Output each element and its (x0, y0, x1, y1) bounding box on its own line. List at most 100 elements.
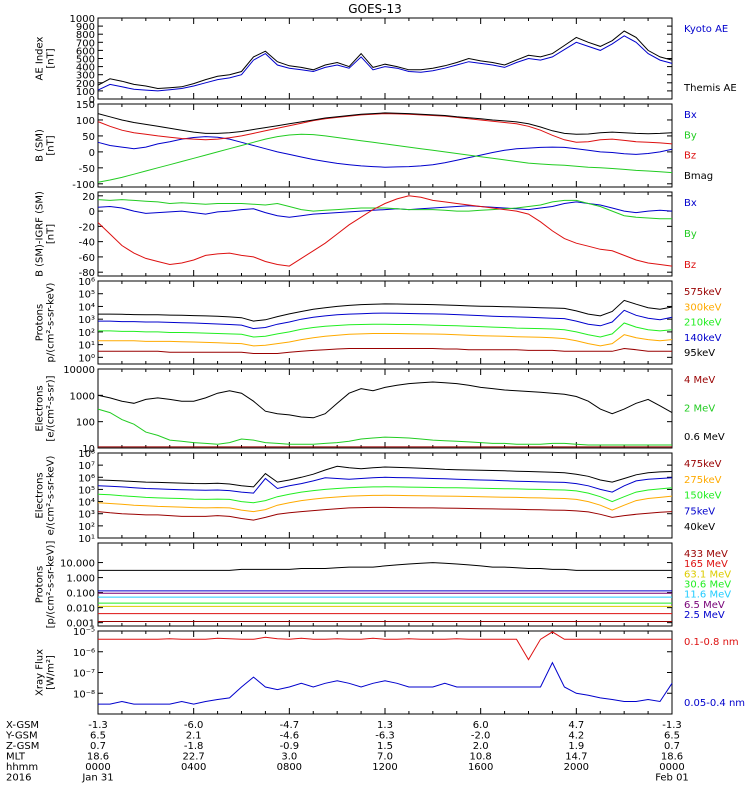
table-row-label: Z-GSM (6, 741, 39, 752)
panel-3: -80 -60 -40 -20 0 20 B (SM)-IGRF (SM)[nT] Bx By B… (35, 191, 697, 279)
table-cell: 0000 (85, 762, 110, 773)
panel-2: -100 -50 0 50 100 150 B (SM)[nT] Bx By Bz Bmag (35, 100, 714, 191)
y-tick-label: -50 (79, 164, 95, 175)
y-tick-label: 10⁰ (78, 353, 95, 364)
panel-frame (97, 191, 673, 277)
y-tick-label: 10² (78, 328, 95, 339)
legend-475kev: 475keV (684, 459, 722, 470)
series-line-by (97, 133, 673, 183)
panel-frame (97, 103, 673, 188)
table-row-label: Y-GSM (5, 731, 38, 742)
y-tick-label: 10000 (63, 365, 95, 376)
table-cell: 1600 (468, 762, 493, 773)
table-cell: 7.0 (377, 752, 393, 763)
table-cell: -0.9 (280, 741, 300, 752)
series-line-75kev (97, 476, 673, 494)
legend-210kev: 210keV (684, 318, 722, 329)
y-tick-label: 10⁵ (78, 485, 95, 496)
table-row-label: X-GSM (6, 720, 39, 731)
legend-bz: Bz (684, 260, 696, 271)
y-tick-label: 150 (76, 100, 95, 111)
table-cell: 18.6 (661, 752, 683, 763)
y-tick-label: 200 (76, 79, 95, 90)
legend-433-mev: 433 MeV (684, 549, 728, 560)
y-tick-label: 20 (82, 192, 95, 203)
y-tick-label: 10⁸ (78, 449, 95, 460)
table-cell: -1.3 (662, 720, 682, 731)
legend-bmag: Bmag (684, 171, 713, 182)
series-line-150kev (97, 486, 673, 504)
series-line-0-6-mev (97, 381, 673, 419)
series-line-475kev (97, 506, 673, 521)
series-line-0-05-0-4-nm (98, 661, 673, 705)
y-tick-label: 0.001 (66, 619, 95, 630)
y-tick-label: 10⁻⁸ (73, 689, 95, 700)
table-cell: 0400 (181, 762, 206, 773)
table-cell: -6.3 (375, 731, 395, 742)
legend-11-6-mev: 11.6 MeV (684, 590, 731, 601)
panel-7: 0.001 0.010 0.100 1.000 10.000Protons[p/(cm²… (35, 541, 732, 630)
table-cell: 0000 (659, 762, 684, 773)
panel-5: 10 100 1000 10000 Electrons[e/(cm²-s-sr)] 4 M… (35, 365, 725, 455)
table-row-label: MLT (6, 752, 26, 763)
y-tick-label: 0 (89, 95, 95, 106)
legend-40kev: 40keV (684, 522, 715, 533)
series-line-575kev (98, 347, 672, 354)
y-tick-label: 10⁴ (78, 302, 95, 313)
series-line-bx (97, 201, 673, 218)
y-tick-label: 10⁻⁶ (73, 648, 95, 659)
y-tick-label: 50 (82, 132, 95, 143)
table-cell: 22.7 (183, 752, 205, 763)
series-line-bz (97, 113, 673, 145)
y-tick-label: -20 (79, 222, 95, 233)
y-tick-label: 0 (89, 148, 95, 159)
y-tick-label: 10⁴ (78, 498, 95, 509)
series-line-by (97, 199, 672, 220)
y-tick-label: 1.000 (66, 574, 95, 585)
series-line-themis-ae (97, 30, 673, 90)
y-axis-label: Electrons[e/(cm²-s-sr)] (35, 375, 57, 441)
y-axis-label: Protons[p/(cm²-s-sr-keV)] (35, 541, 57, 629)
table-cell: 1200 (372, 762, 397, 773)
y-tick-label: 700 (76, 38, 95, 49)
legend-575kev: 575keV (684, 287, 722, 298)
y-tick-label: 0.010 (66, 604, 95, 615)
legend-bx: Bx (684, 198, 697, 209)
series-line-140kev (98, 309, 673, 330)
table-cell: 1.9 (568, 741, 584, 752)
legend-0-1-0-8-nm: 0.1-0.8 nm (684, 637, 739, 648)
panel-8: 10⁻⁸ 10⁻⁷ 10⁻⁶ 10⁻⁵ Xray Flux[W/m²] 0.1-0.8 n… (35, 627, 745, 715)
table-cell: 1.3 (377, 720, 393, 731)
table-cell: 6.0 (473, 720, 489, 731)
legend-themis-ae: Themis AE (683, 83, 737, 94)
series-line-bmag (97, 112, 673, 135)
table-cell: 2000 (564, 762, 589, 773)
legend-300kev: 300keV (684, 302, 722, 313)
table-cell: -4.7 (280, 720, 300, 731)
y-tick-label: 1000 (70, 391, 95, 402)
table-row-label: hhmm (6, 762, 38, 773)
plot-title: GOES-13 (348, 2, 402, 16)
table-cell: 6.5 (90, 731, 106, 742)
y-tick-label: -100 (72, 180, 95, 191)
series-line-unlabeled (98, 562, 672, 571)
series-line-bx (97, 136, 673, 168)
legend-0-6-mev: 0.6 MeV (684, 432, 725, 443)
legend-0-05-0-4-nm: 0.05-0.4 nm (684, 698, 745, 709)
y-tick-label: 600 (76, 46, 95, 57)
table-cell: 14.7 (565, 752, 587, 763)
y-tick-label: 10⁶ (78, 473, 95, 484)
y-tick-label: 1000 (70, 14, 95, 25)
y-tick-label: -60 (79, 253, 95, 264)
y-tick-label: 800 (76, 30, 95, 41)
table-cell: 4.7 (568, 720, 584, 731)
legend-275kev: 275keV (684, 475, 722, 486)
y-axis-label: B (SM)-IGRF (SM)[nT] (35, 191, 57, 277)
series-line-300kev (98, 333, 673, 347)
table-cell: -1.3 (88, 720, 108, 731)
series-line-bz (97, 195, 673, 267)
y-tick-label: 900 (76, 22, 95, 33)
